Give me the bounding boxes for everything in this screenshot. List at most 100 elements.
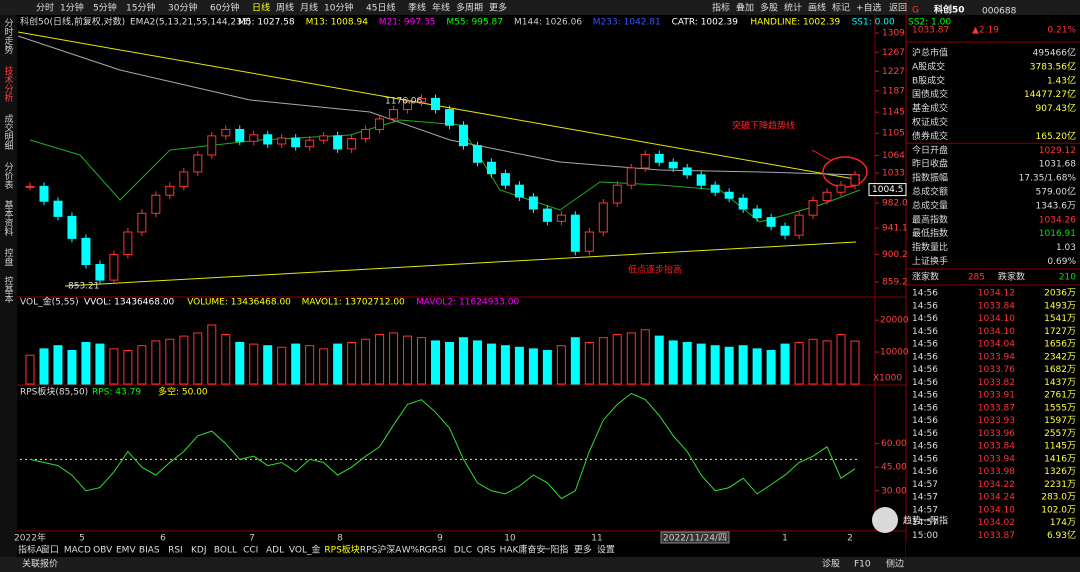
volume-bar <box>710 345 720 385</box>
trade-price: 1033.84 <box>978 442 1015 452</box>
y-tick-label: 20000 <box>880 316 909 326</box>
period-tab[interactable]: 30分钟 <box>168 2 197 14</box>
indicator-tab[interactable]: ADL <box>266 546 284 556</box>
row-value: 1029.12 <box>1039 146 1076 156</box>
indicator-value: SS1: 0.00 <box>852 18 895 28</box>
row-label: 最低指数 <box>912 227 948 239</box>
period-tab[interactable]: 45日线 <box>366 2 395 14</box>
trade-time: 14:56 <box>912 289 938 299</box>
volume-bar <box>570 337 580 385</box>
side-tab[interactable]: 基本资料 <box>3 199 14 237</box>
y-tick-label: 30.00 <box>881 486 907 496</box>
indicator-tab[interactable]: BOLL <box>214 546 237 556</box>
period-tab[interactable]: 15分钟 <box>126 2 155 14</box>
y-tick-label: 10000 <box>880 348 909 358</box>
candle <box>179 171 189 187</box>
period-tab[interactable]: 月线 <box>300 2 318 14</box>
trade-price: 1034.04 <box>978 340 1015 350</box>
tool-button[interactable]: 指标 <box>712 2 730 14</box>
volume-bar <box>780 343 790 385</box>
high-label: 1176.06 <box>385 97 422 107</box>
code: 000688 <box>982 7 1017 17</box>
side-tab[interactable]: 分价表 <box>3 162 14 190</box>
tool-button[interactable]: 画线 <box>808 2 826 14</box>
side-tab[interactable]: 技术分析 <box>3 65 14 103</box>
indicator-tab[interactable]: MACD <box>64 546 91 556</box>
candle <box>724 191 734 199</box>
indicator-tab[interactable]: RPS沪深A <box>360 544 402 556</box>
volume-bar <box>347 342 357 385</box>
period-tab[interactable]: 5分钟 <box>93 2 117 14</box>
indicator-tab[interactable]: QRS <box>477 546 496 556</box>
period-tab[interactable]: 60分钟 <box>210 2 239 14</box>
indicator-tab[interactable]: 指标A <box>18 544 43 556</box>
side-tab[interactable]: 分时走势 <box>3 18 14 55</box>
period-tab[interactable]: 多周期 <box>456 2 483 14</box>
period-tab[interactable]: 年线 <box>432 2 450 14</box>
trade-price: 1033.98 <box>978 467 1015 477</box>
trade-price: 1034.12 <box>978 289 1015 299</box>
indicator-tab[interactable]: RPS板块 <box>324 544 359 556</box>
indicator-tab[interactable]: W%R <box>402 546 426 556</box>
period-tab[interactable]: 分时 <box>36 2 54 14</box>
tool-button[interactable]: 统计 <box>784 2 802 14</box>
status-button[interactable]: 诊股 <box>822 558 840 570</box>
indicator-tab[interactable]: RSI <box>168 546 183 556</box>
status-button[interactable]: 侧边 <box>886 558 904 570</box>
volume-bar <box>179 335 189 385</box>
row-label: 权证成交 <box>912 116 948 128</box>
volume-bar <box>277 346 287 385</box>
period-tab[interactable]: 周线 <box>276 2 294 14</box>
indicator-tab[interactable]: CCI <box>243 546 258 556</box>
indicator-tab[interactable]: EMV <box>116 546 136 556</box>
indicator-tab[interactable]: OBV <box>93 546 113 556</box>
period-tab[interactable]: 季线 <box>408 2 426 14</box>
trend-up <box>64 241 857 287</box>
tool-button[interactable]: +自选 <box>856 2 882 14</box>
x-label: 2022年 <box>14 532 46 544</box>
period-tab[interactable]: 10分钟 <box>324 2 353 14</box>
trade-volume: 102.0万 <box>1041 505 1076 515</box>
volume-bar <box>654 335 664 385</box>
indicator-tab[interactable]: HAK庸奋安 <box>500 544 546 556</box>
row-label: 基金成交 <box>912 102 948 114</box>
tool-button[interactable]: 多股 <box>760 2 778 14</box>
indicator-tab[interactable]: 窗口 <box>41 544 59 556</box>
tool-button[interactable]: 标记 <box>832 2 850 14</box>
annotation: 突破下降趋势线 <box>732 120 795 132</box>
tool-button[interactable]: 叠加 <box>736 3 754 14</box>
tool-button[interactable]: 返回 <box>889 2 907 14</box>
candle <box>486 161 496 175</box>
period-tab[interactable]: 日线 <box>252 2 270 14</box>
status-button[interactable]: F10 <box>854 560 871 570</box>
trade-price: 1033.94 <box>978 352 1015 362</box>
side-tab[interactable]: 成交明细 <box>3 113 14 150</box>
candle <box>626 167 636 186</box>
price: 1033.87 <box>912 26 949 36</box>
row-label: 指数量比 <box>912 241 948 253</box>
volume-bar <box>836 334 846 385</box>
indicator-tab[interactable]: KDJ <box>191 546 207 556</box>
indicator-tab[interactable]: GRSI <box>425 546 447 556</box>
trade-time: 14:56 <box>912 416 938 426</box>
volume-bar <box>319 348 329 385</box>
volume-bar <box>39 348 49 385</box>
candle <box>319 135 329 141</box>
indicator-tab[interactable]: 设置 <box>597 545 615 556</box>
trade-time: 14:56 <box>912 429 938 439</box>
volume-bar <box>766 349 776 385</box>
indicator-tab[interactable]: DLC <box>454 546 472 556</box>
indicator-tab[interactable]: 更多 <box>574 544 592 556</box>
volume-bar <box>542 349 552 385</box>
side-tab[interactable]: 控基本 <box>3 275 14 304</box>
period-tab[interactable]: 1分钟 <box>60 2 84 14</box>
volume-bar <box>696 343 706 385</box>
side-tab[interactable]: 控盘 <box>3 247 14 266</box>
period-tab[interactable]: 更多 <box>489 2 507 14</box>
indicator-tab[interactable]: VOL_金 <box>289 544 321 556</box>
volume-bar <box>81 342 91 385</box>
indicator-tab[interactable]: BIAS <box>139 546 160 556</box>
indicator-tab[interactable]: 一阳指 <box>541 544 568 556</box>
volume-bar <box>333 343 343 385</box>
trade-price: 1033.87 <box>978 531 1015 541</box>
